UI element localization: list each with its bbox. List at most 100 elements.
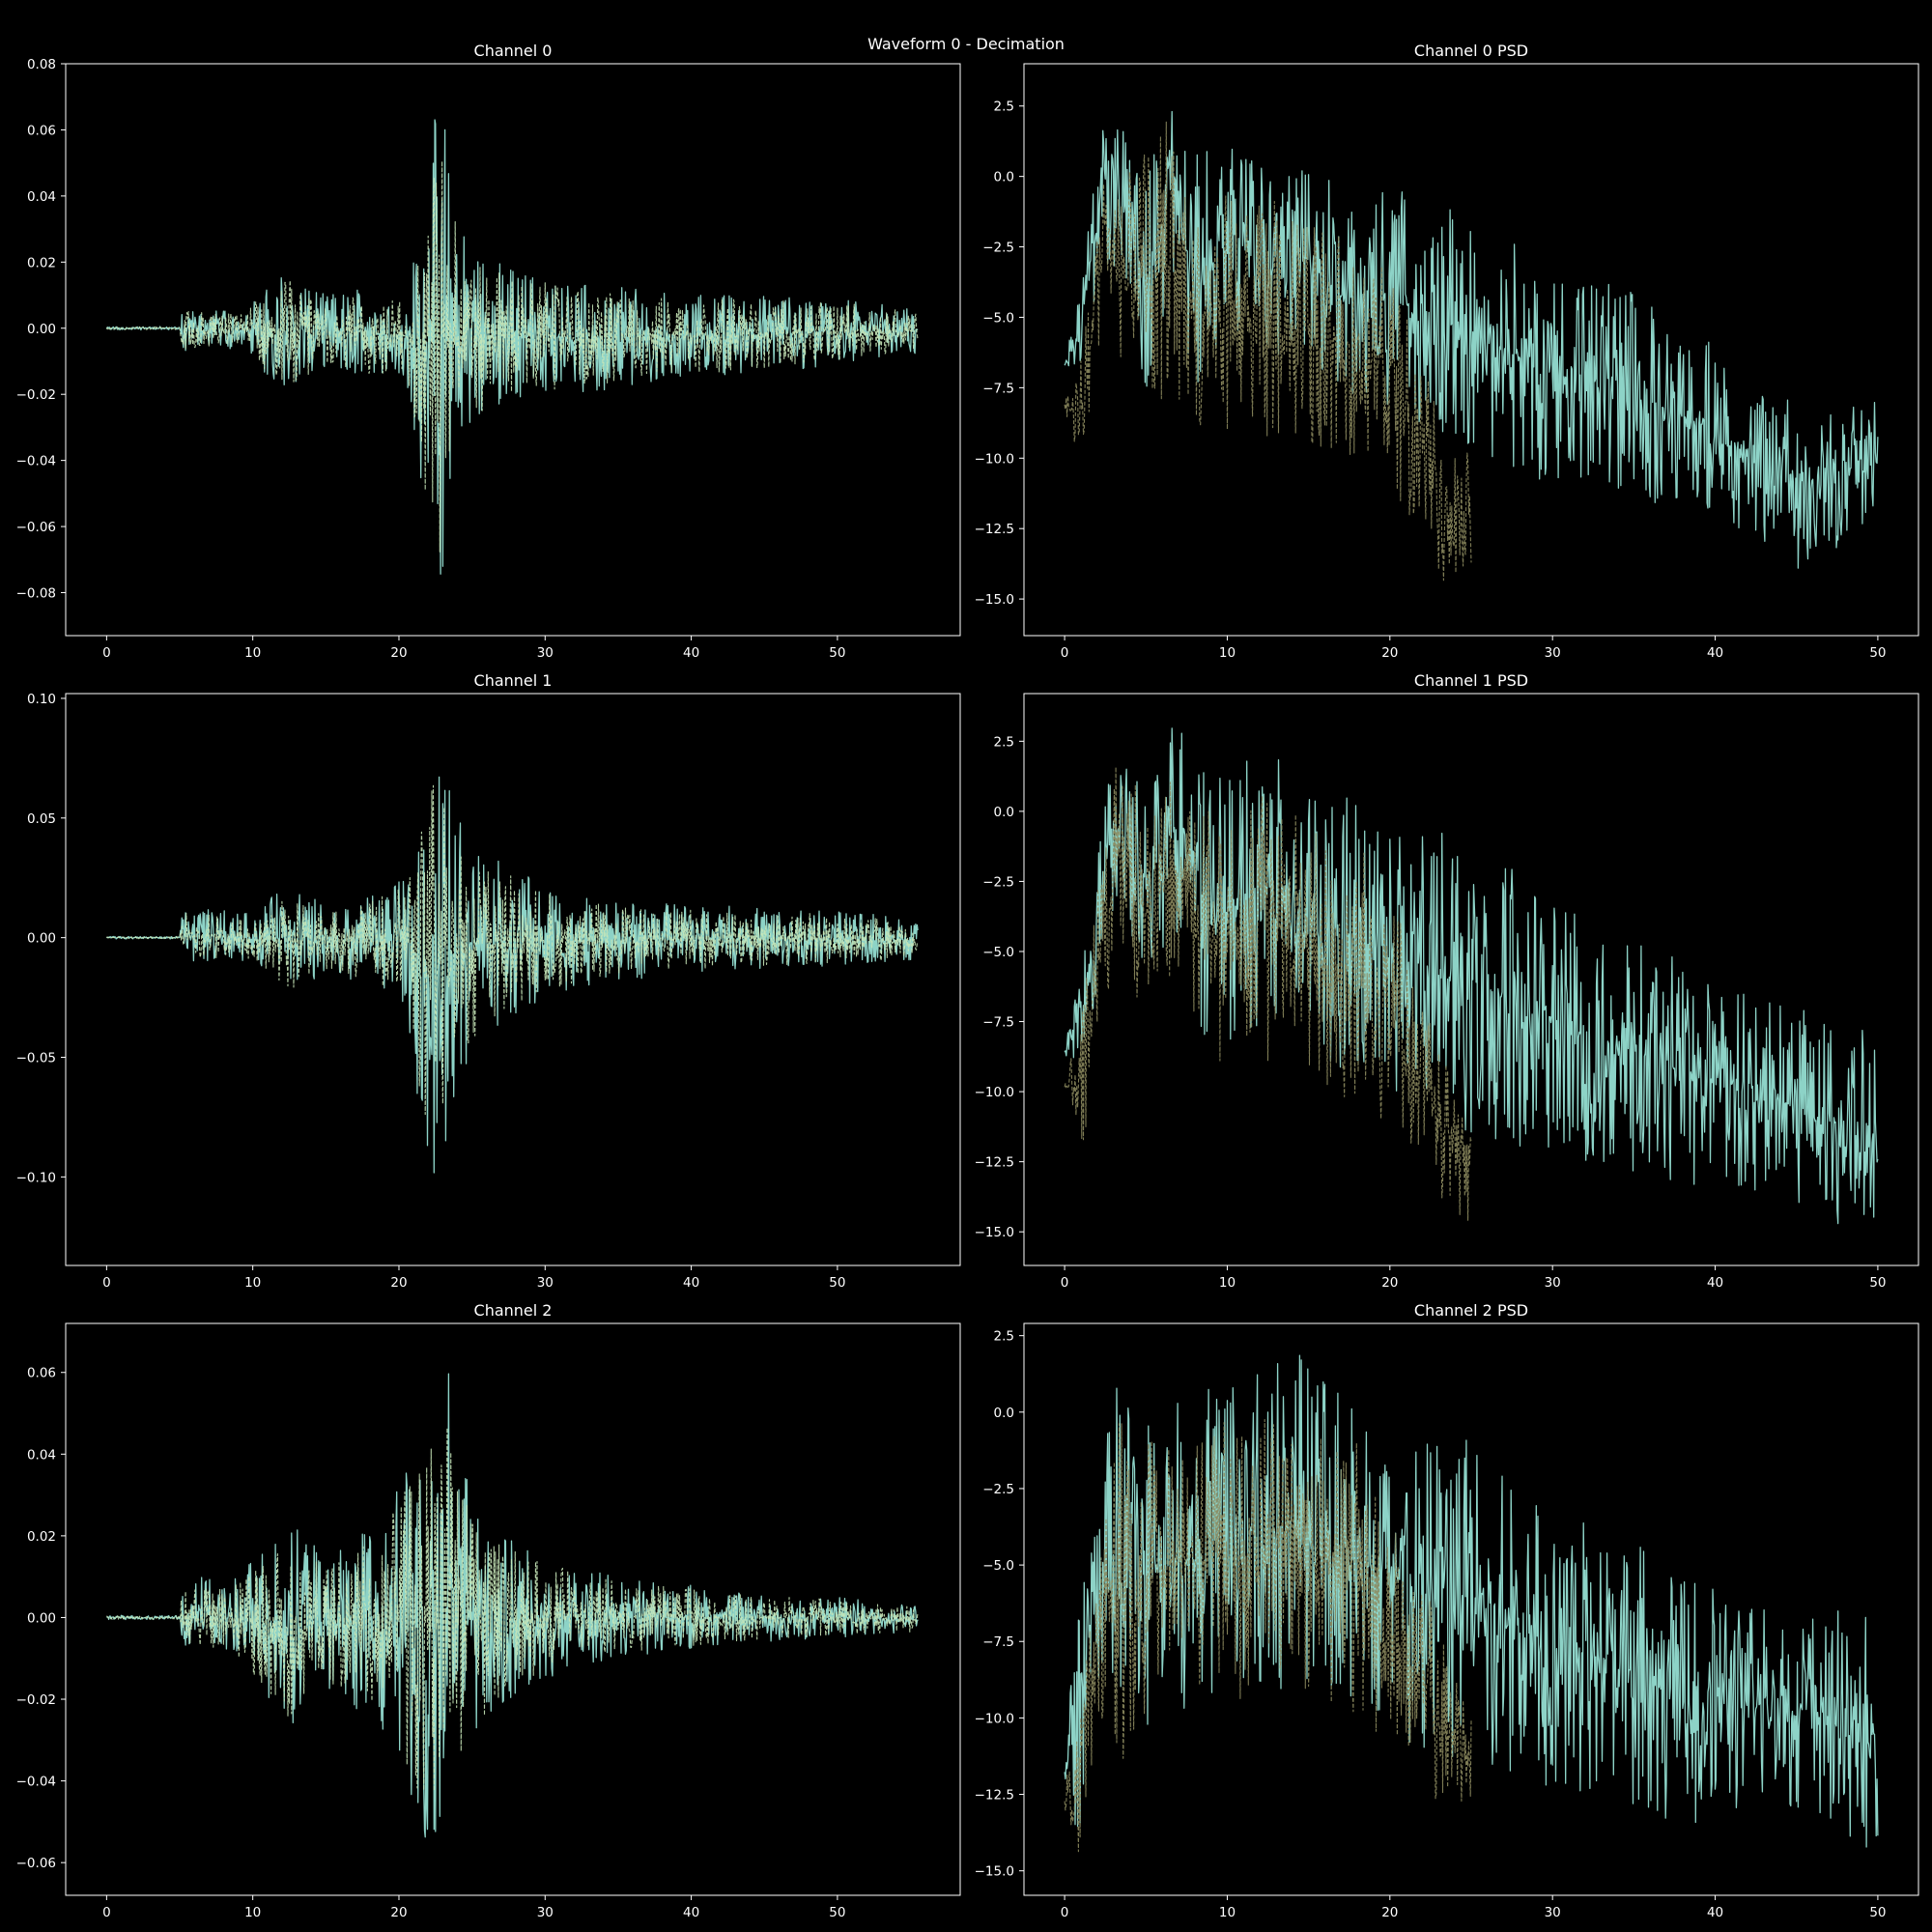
x-tick-label: 0 [1061, 645, 1069, 661]
axes-3: Channel 1 PSD 0 10 20 30 40 50 −15.0 −12.5 −10.0 −… [975, 671, 1919, 1291]
y-tick-label: −0.04 [16, 1775, 56, 1790]
series-decimated-line [1064, 766, 1472, 1221]
x-tick-label: 20 [1381, 1275, 1398, 1291]
x-tick-label: 30 [1545, 1275, 1561, 1291]
x-tick-label: 20 [1381, 1905, 1398, 1920]
x-tick-label: 10 [1219, 1275, 1236, 1291]
y-tick-label: −2.5 [982, 1482, 1014, 1497]
series-decimated-line [1064, 1419, 1472, 1853]
axes-5: Channel 2 PSD 0 10 20 30 40 50 −15.0 −12.5 −10.0 −… [975, 1301, 1919, 1920]
axes-2: Channel 1 0 10 20 30 40 50 −0.10 −0.05 0.00 0.05 0.… [16, 671, 961, 1291]
x-tick-label: 20 [390, 645, 407, 661]
axes-frame [65, 63, 961, 637]
y-tick-label: 0.0 [994, 1406, 1014, 1421]
y-tick-label: −0.10 [16, 1170, 56, 1185]
x-tick-label: 30 [537, 1905, 554, 1920]
x-tick-label: 0 [1061, 1275, 1069, 1291]
series-decimated-line [106, 1427, 919, 1792]
axes-title: Channel 0 PSD [1414, 42, 1528, 60]
axes-4: Channel 2 0 10 20 30 40 50 −0.06 −0.04 −0.02 0.00 0… [16, 1301, 961, 1920]
y-tick-label: −12.5 [975, 522, 1014, 537]
y-tick-label: −10.0 [975, 1711, 1014, 1726]
y-tick-label: −5.0 [982, 945, 1014, 960]
axes-title: Channel 0 [474, 42, 553, 60]
x-tick-label: 30 [537, 1275, 554, 1291]
axes-frame [1023, 1322, 1919, 1896]
y-tick-label: −0.02 [16, 387, 56, 403]
x-tick-label: 0 [1061, 1905, 1069, 1920]
y-tick-label: −15.0 [975, 1864, 1014, 1880]
axes-title: Channel 2 PSD [1414, 1301, 1528, 1320]
x-tick-label: 10 [244, 645, 261, 661]
y-tick-label: 0.08 [27, 57, 56, 72]
y-tick-label: 0.10 [27, 692, 56, 707]
x-tick-label: 10 [1219, 1905, 1236, 1920]
axes-frame [1023, 63, 1919, 637]
x-tick-label: 10 [244, 1905, 261, 1920]
x-tick-label: 40 [683, 645, 699, 661]
x-tick-label: 40 [1707, 1905, 1723, 1920]
axes-0: Channel 0 0 10 20 30 40 50 −0.08 −0.06 −0.04 −0.02… [16, 42, 961, 661]
x-tick-label: 30 [1545, 1905, 1561, 1920]
y-tick-label: 0.05 [27, 811, 56, 827]
x-tick-label: 30 [1545, 645, 1561, 661]
x-tick-label: 40 [1707, 645, 1723, 661]
y-tick-label: 0.0 [994, 805, 1014, 820]
y-tick-label: −5.0 [982, 310, 1014, 326]
axes-frame [65, 693, 961, 1266]
y-tick-label: −2.5 [982, 874, 1014, 890]
y-tick-label: −0.06 [16, 1856, 56, 1871]
y-tick-label: −12.5 [975, 1788, 1014, 1804]
y-tick-label: −2.5 [982, 241, 1014, 256]
figure-title: Waveform 0 - Decimation [867, 35, 1065, 53]
x-tick-label: 40 [1707, 1275, 1723, 1291]
x-tick-label: 40 [683, 1905, 699, 1920]
y-tick-label: 2.5 [994, 734, 1014, 750]
x-tick-label: 50 [829, 645, 845, 661]
y-tick-label: 0.0 [994, 170, 1014, 185]
x-tick-label: 20 [390, 1905, 407, 1920]
x-tick-label: 10 [244, 1275, 261, 1291]
y-tick-label: 0.04 [27, 189, 56, 205]
x-tick-label: 0 [102, 645, 111, 661]
y-tick-label: −7.5 [982, 1634, 1014, 1650]
axes-1: Channel 0 PSD 0 10 20 30 40 50 −15.0 −12.5 −10.0 −… [975, 42, 1919, 661]
y-tick-label: −0.05 [16, 1051, 56, 1066]
y-tick-label: −0.06 [16, 520, 56, 535]
x-tick-label: 50 [829, 1905, 845, 1920]
x-tick-label: 0 [102, 1275, 111, 1291]
y-tick-label: −12.5 [975, 1155, 1014, 1171]
y-tick-label: −0.02 [16, 1692, 56, 1708]
y-tick-label: −7.5 [982, 381, 1014, 396]
axes-frame [1023, 693, 1919, 1266]
series-original-line [106, 1373, 919, 1838]
axes-title: Channel 1 [474, 671, 553, 690]
y-tick-label: −0.08 [16, 586, 56, 602]
y-tick-label: −5.0 [982, 1558, 1014, 1574]
series-decimated-line [105, 160, 919, 553]
axes-frame [65, 1322, 961, 1896]
y-tick-label: −10.0 [975, 1085, 1014, 1100]
y-tick-label: 0.00 [27, 931, 56, 947]
series-decimated-line [1064, 121, 1472, 582]
y-tick-label: 0.02 [27, 255, 56, 270]
y-tick-label: 0.06 [27, 123, 56, 138]
y-tick-label: −15.0 [975, 1225, 1014, 1240]
axes-title: Channel 1 PSD [1414, 671, 1528, 690]
x-tick-label: 20 [1381, 645, 1398, 661]
y-tick-label: 2.5 [994, 99, 1014, 115]
x-tick-label: 40 [683, 1275, 699, 1291]
y-tick-label: −10.0 [975, 451, 1014, 467]
x-tick-label: 50 [1869, 1905, 1886, 1920]
x-tick-label: 30 [537, 645, 554, 661]
series-original-line [1064, 110, 1879, 569]
x-tick-label: 20 [390, 1275, 407, 1291]
x-tick-label: 50 [1869, 645, 1886, 661]
series-original-line [1064, 727, 1879, 1225]
axes-title: Channel 2 [474, 1301, 553, 1320]
x-tick-label: 0 [102, 1905, 111, 1920]
y-tick-label: 0.06 [27, 1366, 56, 1381]
x-tick-label: 50 [829, 1275, 845, 1291]
series-decimated-line [105, 784, 919, 1116]
